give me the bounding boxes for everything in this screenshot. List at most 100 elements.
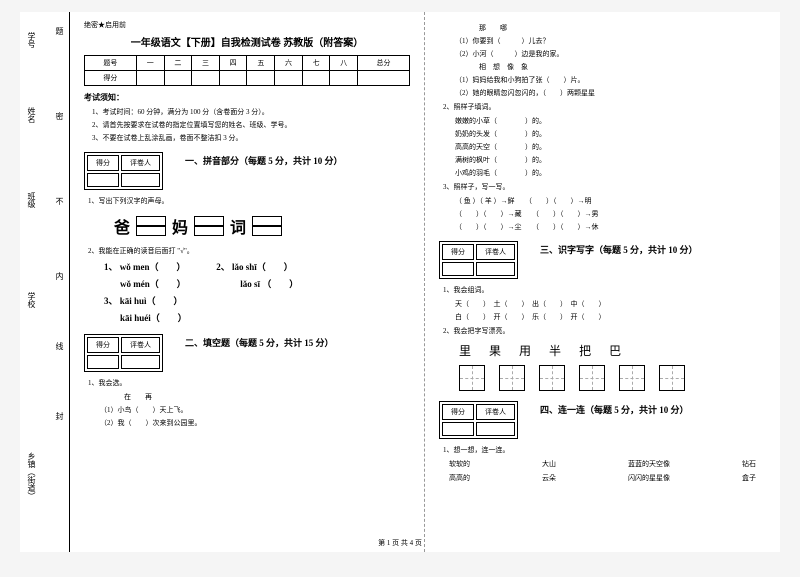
th-0: 题号: [85, 56, 137, 71]
tian-4[interactable]: [619, 365, 645, 391]
sc-7[interactable]: [302, 71, 330, 86]
th-4: 四: [219, 56, 247, 71]
sc-6[interactable]: [275, 71, 303, 86]
score-box-2: 得分评卷人: [84, 334, 163, 372]
p2c: lǎo sī （ ）: [240, 279, 298, 289]
sc-2[interactable]: [164, 71, 192, 86]
box-0[interactable]: [136, 216, 166, 236]
margin-label-2: 班级: [26, 192, 37, 208]
tian-0[interactable]: [459, 365, 485, 391]
sb2-v2[interactable]: [121, 355, 160, 369]
instr-2: 2、请首先按要求在试卷的指定位置填写您的姓名、班级、学号。: [92, 120, 410, 130]
sc-3[interactable]: [192, 71, 220, 86]
exam-title: 一年级语文【下册】自我检测试卷 苏教版（附答案）: [84, 34, 410, 49]
p3a: 3、: [104, 296, 118, 306]
binding-margin: 学号 姓名 班级 学校 乡镇（街道） 题 密 不 内 线 封: [20, 12, 70, 552]
inner-3: 内: [54, 272, 65, 280]
wc-5: 巴: [609, 342, 621, 359]
py-row2: wǒ mén（ ） lǎo sī （ ）: [104, 277, 410, 290]
box-1[interactable]: [194, 216, 224, 236]
section1-title: 一、拼音部分（每题 5 分，共计 10 分）: [185, 154, 343, 167]
tian-row: [459, 365, 766, 391]
r-q3: 3、照样子，写一写。: [443, 182, 766, 192]
sc-4[interactable]: [219, 71, 247, 86]
exam-page: 学号 姓名 班级 学校 乡镇（街道） 题 密 不 内 线 封 绝密★启用前 一年…: [20, 12, 780, 552]
sb1-v2[interactable]: [121, 173, 160, 187]
mr2: 高高的 云朵 闪闪的星星像 盒子: [449, 473, 756, 483]
tian-2[interactable]: [539, 365, 565, 391]
s3-q1: 1、我会组词。: [443, 285, 766, 295]
rt-0: 那 哪: [479, 23, 766, 33]
p2a: 2、: [216, 262, 230, 272]
rf-3: 满树的枫叶（ ）的。: [455, 155, 766, 165]
score-label: 得分: [85, 71, 137, 86]
word-grid: 里 果 用 半 把 巴: [459, 342, 766, 359]
sb3-c2: 评卷人: [476, 244, 515, 260]
th-5: 五: [247, 56, 275, 71]
sb4-c1: 得分: [442, 404, 474, 420]
sb4-v1[interactable]: [442, 422, 474, 436]
th-7: 七: [302, 56, 330, 71]
rt-3: 相 想 像 象: [479, 62, 766, 72]
section3-title: 三、识字写字（每题 5 分，共计 10 分）: [540, 243, 698, 256]
s3-q2: 2、我会把字写漂亮。: [443, 326, 766, 336]
margin-label-0: 学号: [26, 32, 37, 48]
inner-4: 线: [54, 342, 65, 350]
score-box-3: 得分评卷人: [439, 241, 518, 279]
m2-2: 闪闪的星星像: [628, 473, 670, 483]
margin-label-3: 学校: [26, 292, 37, 308]
rf-4: 小鸡的羽毛（ ）的。: [455, 168, 766, 178]
tian-3[interactable]: [579, 365, 605, 391]
s4-q1: 1、想一想，连一连。: [443, 445, 766, 455]
s1-q1: 1、写出下列汉字的声母。: [88, 196, 410, 206]
score-box-4: 得分评卷人: [439, 401, 518, 439]
wc-1: 果: [489, 342, 501, 359]
sb4-v2[interactable]: [476, 422, 515, 436]
sb2-v1[interactable]: [87, 355, 119, 369]
instr-3: 3、不要在试卷上乱涂乱画，卷面不整洁扣 3 分。: [92, 133, 410, 143]
sc-5[interactable]: [247, 71, 275, 86]
s3-l1: 天（ ） 土（ ） 出（ ） 中（ ）: [455, 299, 766, 309]
m2-3: 盒子: [742, 473, 756, 483]
instructions-title: 考试须知：: [84, 92, 410, 103]
p1b: wǒ men（ ）: [120, 262, 186, 272]
confidential-label: 绝密★启用前: [84, 20, 410, 30]
mr1: 软软的 大山 蓝蓝的天空像 钻石: [449, 459, 756, 469]
sc-9[interactable]: [358, 71, 410, 86]
score-table: 题号 一 二 三 四 五 六 七 八 总分 得分: [84, 55, 410, 86]
wc-3: 半: [549, 342, 561, 359]
th-3: 三: [192, 56, 220, 71]
ra-1: （ ）（ ）→藏 （ ）（ ）→男: [455, 209, 766, 219]
rf-2: 高高的天空（ ）的。: [455, 142, 766, 152]
section2-title: 二、填空题（每题 5 分，共计 15 分）: [185, 336, 334, 349]
p2b: lǎo shī（ ）: [232, 262, 293, 272]
rt-5: （2）她的眼睛忽闪忽闪的，（ ）两颗星星: [455, 88, 766, 98]
th-8: 八: [330, 56, 358, 71]
p3b: kāi huì（ ）: [120, 296, 183, 306]
box-2[interactable]: [252, 216, 282, 236]
rt-2: （2）小河（ ）边是我的家。: [455, 49, 766, 59]
r-q2: 2、照样子填词。: [443, 102, 766, 112]
th-6: 六: [275, 56, 303, 71]
sc-8[interactable]: [330, 71, 358, 86]
rf-1: 奶奶的头发（ ）的。: [455, 129, 766, 139]
rt-1: （1）你要到（ ）儿去？: [455, 36, 766, 46]
p3c: kāi huéi（ ）: [120, 313, 187, 323]
tian-1[interactable]: [499, 365, 525, 391]
sb1-v1[interactable]: [87, 173, 119, 187]
inner-2: 不: [54, 197, 65, 205]
section4-title: 四、连一连（每题 5 分，共计 10 分）: [540, 403, 689, 416]
content-area: 绝密★启用前 一年级语文【下册】自我检测试卷 苏教版（附答案） 题号 一 二 三…: [70, 12, 780, 552]
sc-1[interactable]: [136, 71, 164, 86]
sb2-c1: 得分: [87, 337, 119, 353]
py-row3: 3、 kāi huì（ ）: [104, 294, 410, 307]
th-1: 一: [136, 56, 164, 71]
ra-2: （ ）（ ）→尘 （ ）（ ）→休: [455, 222, 766, 232]
wc-0: 里: [459, 342, 471, 359]
py-row1: 1、 wǒ men（ ） 2、 lǎo shī（ ）: [104, 260, 410, 273]
tian-5[interactable]: [659, 365, 685, 391]
inner-0: 题: [54, 27, 65, 35]
sb3-v1[interactable]: [442, 262, 474, 276]
right-column: 那 哪 （1）你要到（ ）儿去？ （2）小河（ ）边是我的家。 相 想 像 象 …: [425, 12, 780, 552]
sb3-v2[interactable]: [476, 262, 515, 276]
